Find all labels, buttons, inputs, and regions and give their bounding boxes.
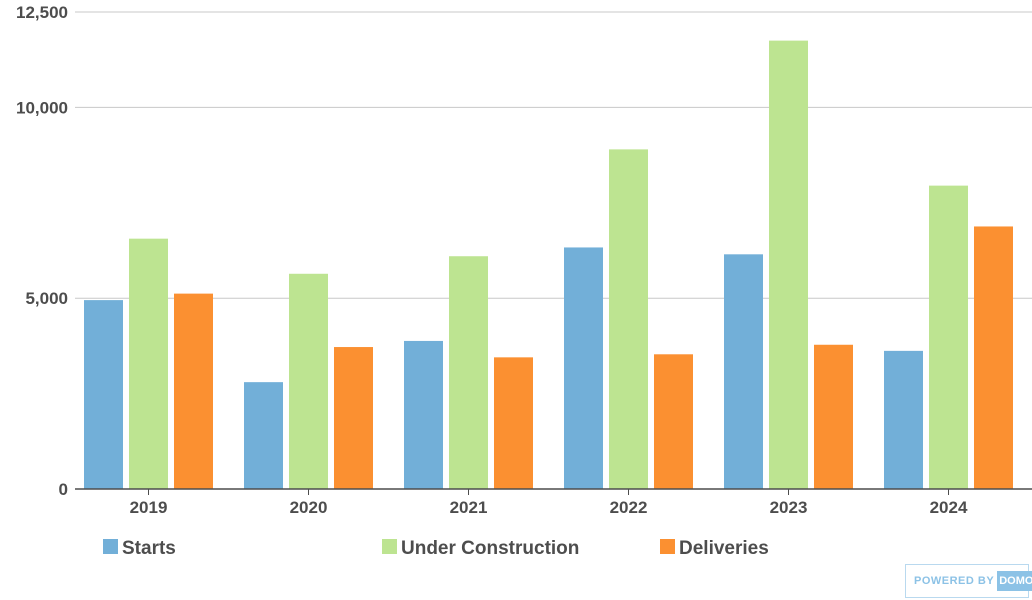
bar-starts[interactable] [724, 254, 763, 489]
legend-label[interactable]: Under Construction [401, 538, 579, 559]
bar-starts[interactable] [884, 350, 923, 489]
bar-deliveries[interactable] [654, 354, 693, 489]
x-tick-label: 2022 [610, 498, 648, 517]
y-tick-label: 5,000 [25, 289, 68, 308]
bar-deliveries[interactable] [494, 357, 533, 489]
bar-under-construction[interactable] [609, 149, 648, 489]
legend-label[interactable]: Deliveries [679, 538, 769, 559]
y-tick-label: 0 [59, 480, 68, 499]
bar-under-construction[interactable] [129, 238, 168, 489]
x-tick-label: 2023 [770, 498, 808, 517]
bar-under-construction[interactable] [769, 40, 808, 490]
bar-deliveries[interactable] [974, 226, 1013, 489]
bar-deliveries[interactable] [334, 347, 373, 489]
bar-under-construction[interactable] [929, 185, 968, 490]
y-tick-label: 12,500 [16, 3, 68, 22]
axes: 0 5,000 10,000 12,500 2019 2020 2021 2022 2023 20… [16, 3, 1032, 517]
bar-starts[interactable] [404, 340, 443, 489]
bar-starts[interactable] [84, 300, 123, 489]
powered-by-text: POWERED BY [914, 575, 995, 587]
bars [84, 40, 1013, 490]
x-tick-label: 2020 [290, 498, 328, 517]
bar-deliveries[interactable] [174, 293, 213, 489]
legend-label[interactable]: Starts [122, 538, 176, 559]
bar-starts[interactable] [244, 382, 283, 489]
legend-swatch[interactable] [660, 539, 675, 554]
domo-logo: DOMO [997, 571, 1032, 591]
legend-swatch[interactable] [382, 539, 397, 554]
x-tick-label: 2024 [930, 498, 968, 517]
bar-deliveries[interactable] [814, 344, 853, 489]
x-tick-label: 2019 [130, 498, 168, 517]
bar-under-construction[interactable] [449, 256, 488, 489]
gridlines [75, 11, 1032, 299]
x-tick-label: 2021 [450, 498, 488, 517]
bar-under-construction[interactable] [289, 273, 328, 489]
legend-swatch[interactable] [103, 539, 118, 554]
y-tick-label: 10,000 [16, 98, 68, 117]
bar-starts[interactable] [564, 247, 603, 489]
powered-by-badge[interactable]: POWERED BY DOMO [905, 564, 1032, 598]
legend: Starts Under Construction Deliveries [103, 538, 769, 559]
